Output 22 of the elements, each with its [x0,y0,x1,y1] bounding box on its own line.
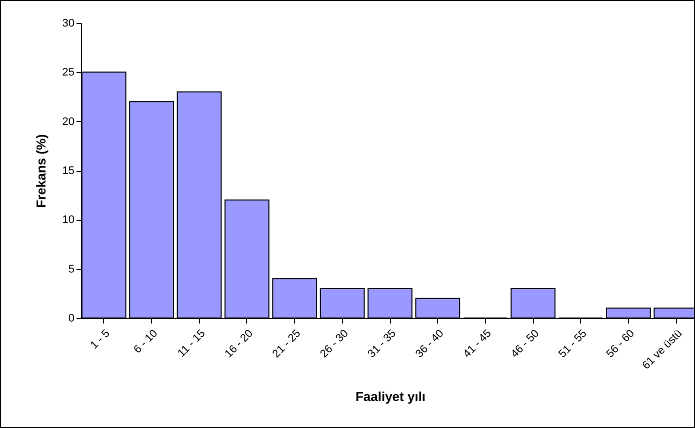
x-tick-label: 46 - 50 [508,328,542,360]
y-tick-label: 15 [62,165,74,177]
x-tick-label: 6 - 10 [132,328,160,356]
x-tick-label: 1 - 5 [88,328,112,352]
x-tick-label: 61 ve üstü [640,328,685,372]
x-tick-label: 56 - 60 [604,328,637,360]
x-tick-label: 51 - 55 [556,328,590,360]
y-tick-label: 20 [62,116,74,128]
y-tick-label: 5 [68,263,74,276]
x-tick-label: 41 - 45 [461,328,494,360]
x-tick-label: 21 - 25 [270,328,304,360]
x-tick-label: 11 - 15 [176,328,208,360]
y-tick-label: 0 [68,312,74,324]
x-tick-label: 36 - 40 [413,328,446,360]
x-tick-label: 16 - 20 [222,328,256,360]
x-axis-title: Faaliyet yılı [355,389,426,404]
y-tick-label: 10 [62,214,74,226]
y-axis-title: Frekans (%) [33,134,48,208]
x-tick-label: 31 - 35 [366,328,398,360]
y-tick-label: 30 [62,18,74,30]
x-tick-label: 26 - 30 [318,328,351,360]
y-tick-label: 25 [62,66,74,79]
